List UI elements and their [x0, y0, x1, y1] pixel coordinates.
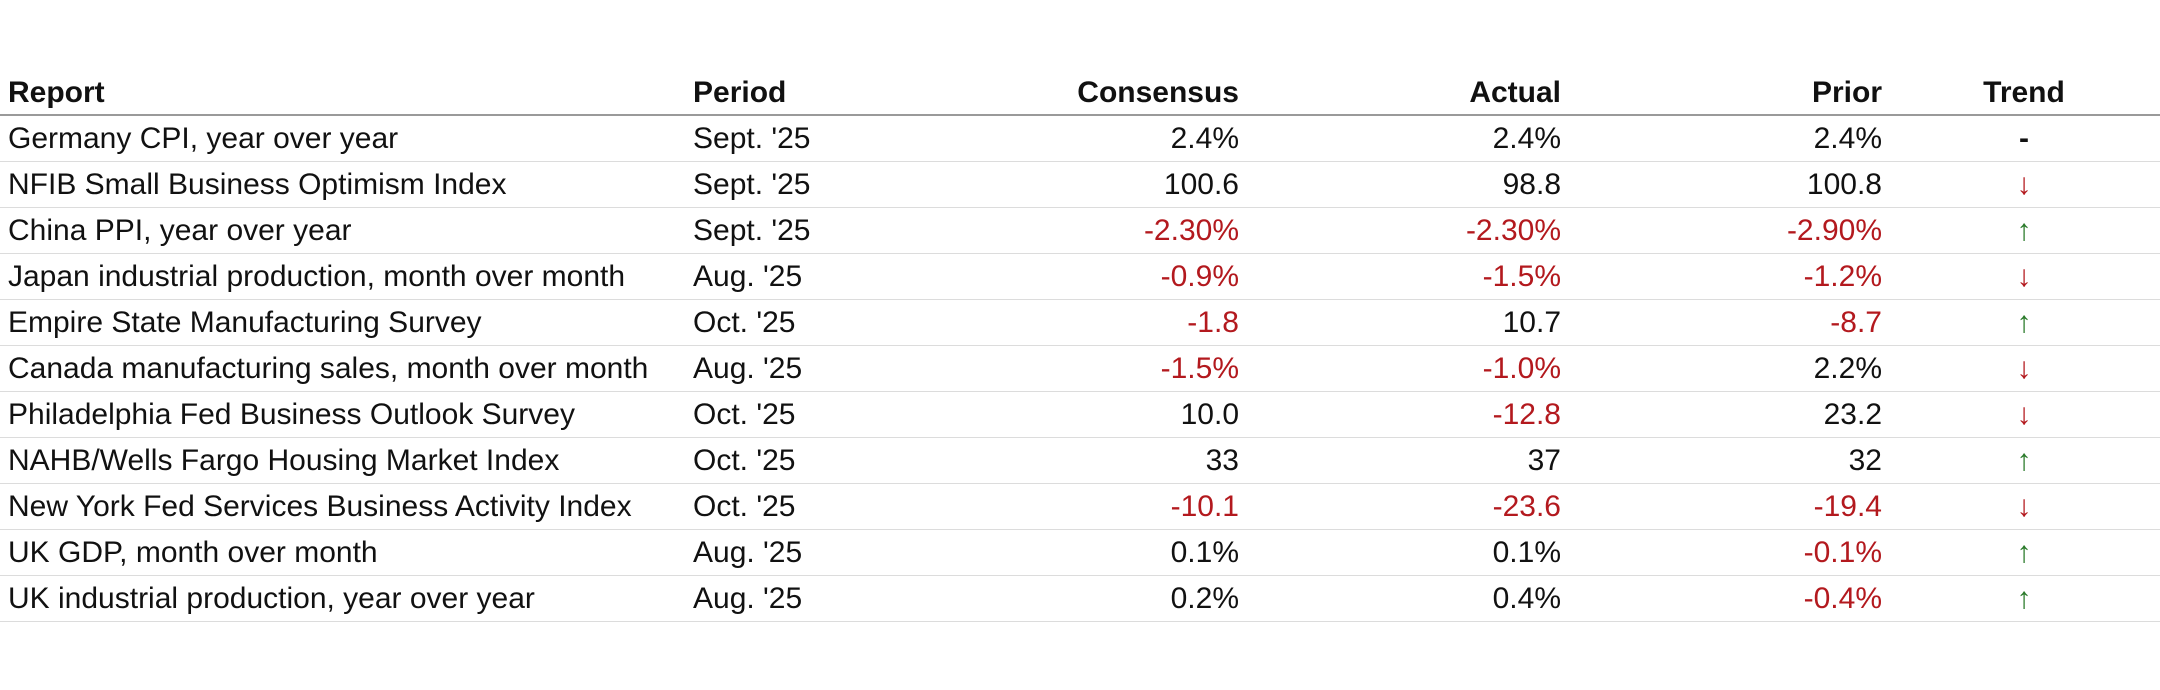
table-header: Report Period Consensus Actual Prior Tre…: [0, 64, 2160, 116]
trend-indicator: ↑: [1888, 529, 2160, 576]
trend-indicator: ↓: [1888, 483, 2160, 530]
table-row: Germany CPI, year over year Sept. '25 2.4%…: [0, 115, 2160, 162]
prior-value: -0.1%: [1567, 529, 1888, 576]
prior-value: 32: [1567, 437, 1888, 484]
report-name: China PPI, year over year: [0, 207, 685, 254]
consensus-value: -2.30%: [1000, 207, 1245, 254]
column-header: Prior: [1567, 64, 1888, 116]
report-name: Philadelphia Fed Business Outlook Survey: [0, 391, 685, 438]
actual-value: -2.30%: [1245, 207, 1567, 254]
table-row: NFIB Small Business Optimism Index Sept. …: [0, 161, 2160, 208]
period: Oct. '25: [685, 299, 1000, 346]
period: Aug. '25: [685, 345, 1000, 392]
table-row: NAHB/Wells Fargo Housing Market Index Oct…: [0, 437, 2160, 484]
report-name: New York Fed Services Business Activity …: [0, 483, 685, 530]
trend-indicator: ↑: [1888, 437, 2160, 484]
table-row: China PPI, year over year Sept. '25 -2.30%…: [0, 207, 2160, 254]
period: Oct. '25: [685, 391, 1000, 438]
table-row: New York Fed Services Business Activity …: [0, 483, 2160, 530]
consensus-value: 2.4%: [1000, 115, 1245, 162]
table-row: UK industrial production, year over year…: [0, 575, 2160, 622]
trend-indicator: ↑: [1888, 207, 2160, 254]
report-name: Germany CPI, year over year: [0, 115, 685, 162]
trend-indicator: ↓: [1888, 345, 2160, 392]
report-name: Canada manufacturing sales, month over m…: [0, 345, 685, 392]
report-name: NFIB Small Business Optimism Index: [0, 161, 685, 208]
prior-value: -0.4%: [1567, 575, 1888, 622]
consensus-value: -1.5%: [1000, 345, 1245, 392]
table-row: Japan industrial production, month over …: [0, 253, 2160, 300]
prior-value: 100.8: [1567, 161, 1888, 208]
table-row: Empire State Manufacturing Survey Oct. '2…: [0, 299, 2160, 346]
trend-indicator: ↑: [1888, 575, 2160, 622]
period: Sept. '25: [685, 161, 1000, 208]
consensus-value: -0.9%: [1000, 253, 1245, 300]
period: Aug. '25: [685, 253, 1000, 300]
table-row: UK GDP, month over month Aug. '25 0.1% 0.1%…: [0, 529, 2160, 576]
report-name: Japan industrial production, month over …: [0, 253, 685, 300]
actual-value: 10.7: [1245, 299, 1567, 346]
column-header: Consensus: [1000, 64, 1245, 116]
consensus-value: -1.8: [1000, 299, 1245, 346]
consensus-value: -10.1: [1000, 483, 1245, 530]
table-row: Philadelphia Fed Business Outlook Survey…: [0, 391, 2160, 438]
actual-value: 0.1%: [1245, 529, 1567, 576]
report-name: UK industrial production, year over year: [0, 575, 685, 622]
period: Aug. '25: [685, 575, 1000, 622]
actual-value: -1.5%: [1245, 253, 1567, 300]
consensus-value: 10.0: [1000, 391, 1245, 438]
actual-value: -12.8: [1245, 391, 1567, 438]
consensus-value: 33: [1000, 437, 1245, 484]
trend-indicator: ↓: [1888, 253, 2160, 300]
period: Sept. '25: [685, 115, 1000, 162]
prior-value: -2.90%: [1567, 207, 1888, 254]
actual-value: 0.4%: [1245, 575, 1567, 622]
table-body: Germany CPI, year over year Sept. '25 2.4%…: [0, 115, 2160, 622]
prior-value: 23.2: [1567, 391, 1888, 438]
prior-value: 2.4%: [1567, 115, 1888, 162]
header-row: Report Period Consensus Actual Prior Tre…: [0, 64, 2160, 116]
period: Sept. '25: [685, 207, 1000, 254]
prior-value: -1.2%: [1567, 253, 1888, 300]
consensus-value: 0.2%: [1000, 575, 1245, 622]
report-name: NAHB/Wells Fargo Housing Market Index: [0, 437, 685, 484]
report-name: Empire State Manufacturing Survey: [0, 299, 685, 346]
economic-calendar-table: Report Period Consensus Actual Prior Tre…: [0, 64, 2160, 622]
period: Aug. '25: [685, 529, 1000, 576]
consensus-value: 0.1%: [1000, 529, 1245, 576]
prior-value: -19.4: [1567, 483, 1888, 530]
period: Oct. '25: [685, 437, 1000, 484]
period: Oct. '25: [685, 483, 1000, 530]
column-header: Trend: [1888, 64, 2160, 116]
trend-indicator: -: [1888, 115, 2160, 162]
actual-value: -23.6: [1245, 483, 1567, 530]
prior-value: -8.7: [1567, 299, 1888, 346]
column-header: Period: [685, 64, 1000, 116]
table-row: Canada manufacturing sales, month over m…: [0, 345, 2160, 392]
prior-value: 2.2%: [1567, 345, 1888, 392]
trend-indicator: ↑: [1888, 299, 2160, 346]
trend-indicator: ↓: [1888, 161, 2160, 208]
report-name: UK GDP, month over month: [0, 529, 685, 576]
actual-value: 98.8: [1245, 161, 1567, 208]
column-header: Report: [0, 64, 685, 116]
column-header: Actual: [1245, 64, 1567, 116]
consensus-value: 100.6: [1000, 161, 1245, 208]
actual-value: -1.0%: [1245, 345, 1567, 392]
actual-value: 2.4%: [1245, 115, 1567, 162]
actual-value: 37: [1245, 437, 1567, 484]
trend-indicator: ↓: [1888, 391, 2160, 438]
